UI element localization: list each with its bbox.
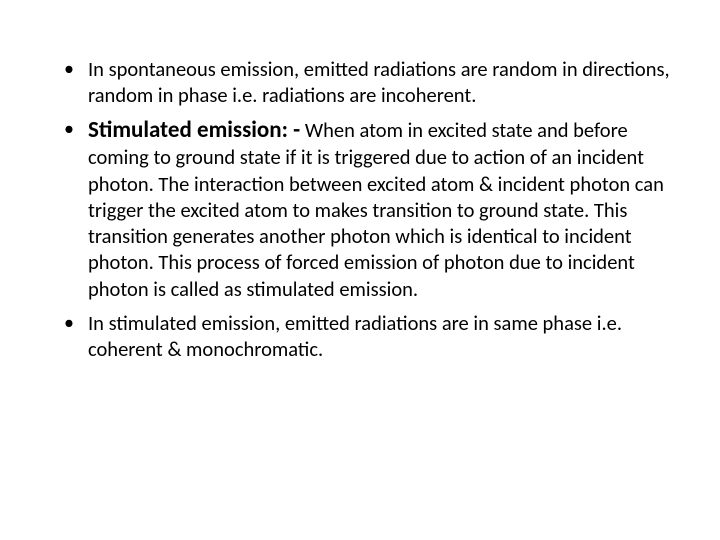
list-item: In stimulated emission, emitted radiatio… [50,310,670,362]
slide-content: In spontaneous emission, emitted radiati… [0,0,720,540]
bullet-heading: Stimulated emission: - [88,116,300,144]
bullet-text: In spontaneous emission, emitted radiati… [88,56,670,108]
bullet-text: In stimulated emission, emitted radiatio… [88,310,622,362]
list-item: Stimulated emission: - When atom in exci… [50,116,670,301]
list-item: In spontaneous emission, emitted radiati… [50,56,670,108]
bullet-list: In spontaneous emission, emitted radiati… [50,56,670,362]
bullet-text: When atom in excited state and before co… [88,117,664,301]
